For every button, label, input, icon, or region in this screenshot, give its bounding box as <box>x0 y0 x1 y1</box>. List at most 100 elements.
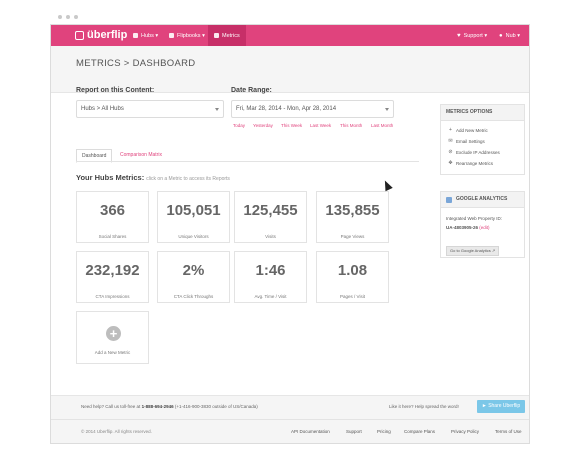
option-label: Rearrange Metrics <box>456 160 494 166</box>
heart-icon: ♥ <box>457 32 461 39</box>
metric-value: 2% <box>182 262 205 279</box>
metric-value: 105,051 <box>166 202 221 219</box>
window-dot <box>74 15 78 19</box>
footer-link-api-docs[interactable]: API Documentation <box>291 429 330 434</box>
window-dot <box>58 15 62 19</box>
app-frame: überflip Hubs ▾ Flipbooks ▾ Metrics ♥ Su… <box>50 24 530 444</box>
report-select-value: Hubs > All Hubs <box>81 106 124 112</box>
copyright: © 2014 Uberflip. All rights reserved. <box>81 429 152 434</box>
nav-user-label: Nub ▾ <box>505 32 521 39</box>
google-analytics-title: GOOGLE ANALYTICS <box>456 196 508 202</box>
metric-tile-page-views[interactable]: 135,855 Page Views <box>316 191 389 243</box>
footer-link-pricing[interactable]: Pricing <box>377 429 391 434</box>
breadcrumb: METRICS > DASHBOARD <box>76 58 196 69</box>
logo[interactable]: überflip <box>75 29 127 41</box>
help-suffix: (+1-416-900-3830 outside of US/Canada) <box>174 404 258 409</box>
footer-link-terms[interactable]: Terms of Use <box>495 429 522 434</box>
nav-hubs-label: Hubs ▾ <box>141 32 159 39</box>
option-rearrange-metrics[interactable]: ✥ Rearrange Metrics <box>448 160 493 166</box>
metric-tile-avg-time-visit[interactable]: 1:46 Avg. Time / Visit <box>234 251 307 303</box>
footer: Need help? Call us toll-free at 1-888-69… <box>51 395 529 443</box>
metric-tile-visits[interactable]: 125,455 Visits <box>234 191 307 243</box>
metric-value: 1:46 <box>255 262 286 279</box>
metric-label: Unique Visitors <box>178 234 209 239</box>
add-metric-label: Add a New Metric <box>94 350 131 355</box>
nav-support-label: Support ▾ <box>463 32 488 39</box>
metric-tile-unique-visitors[interactable]: 105,051 Unique Visitors <box>157 191 230 243</box>
option-email-settings[interactable]: ✉ Email Settings <box>448 138 484 144</box>
go-to-google-analytics-button[interactable]: Go to Google Analytics ↗ <box>446 246 500 256</box>
date-quick-this-month[interactable]: This Month <box>340 123 363 128</box>
footer-link-support[interactable]: Support <box>346 429 362 434</box>
nav-flipbooks[interactable]: Flipbooks ▾ <box>169 25 205 46</box>
metrics-heading-title: Your Hubs Metrics: <box>76 173 145 182</box>
external-link-icon: ↗ <box>491 248 496 253</box>
edit-property-link[interactable]: (edit) <box>479 225 490 230</box>
option-exclude-ip[interactable]: ⊘ Exclude IP Addresses <box>448 149 500 155</box>
plus-icon: + <box>449 127 452 133</box>
nav-metrics[interactable]: Metrics <box>208 25 246 46</box>
tab-dashboard[interactable]: Dashboard <box>76 149 113 163</box>
chevron-down-icon <box>215 108 219 111</box>
help-text: Need help? Call us toll-free at 1-888-69… <box>81 404 258 409</box>
date-range-select[interactable]: Fri, Mar 28, 2014 - Mon, Apr 28, 2014 <box>231 100 394 118</box>
date-quick-last-week[interactable]: Last Week <box>310 123 332 128</box>
help-phone: 1-888-694-2946 <box>141 404 174 409</box>
flipbooks-icon <box>169 33 174 38</box>
date-range-value: Fri, Mar 28, 2014 - Mon, Apr 28, 2014 <box>236 106 337 112</box>
nav-support[interactable]: ♥ Support ▾ <box>457 25 487 46</box>
add-metric-tile[interactable]: + Add a New Metric <box>76 311 149 364</box>
mouse-cursor-icon <box>381 178 393 192</box>
metric-label: Avg. Time / Visit <box>254 294 287 299</box>
share-button-label: Share Uberflip <box>488 403 521 409</box>
google-analytics-panel: GOOGLE ANALYTICS Integrated Web Property… <box>440 191 525 258</box>
metric-label: Page Views <box>340 234 365 239</box>
user-icon: ● <box>499 32 503 39</box>
option-label: Add New Metric <box>456 127 488 133</box>
date-quick-today[interactable]: Today <box>233 123 246 128</box>
share-uberflip-button[interactable]: ► Share Uberflip <box>477 400 525 413</box>
metric-value: 366 <box>99 202 126 219</box>
date-quick-this-week[interactable]: This Week <box>281 123 303 128</box>
option-add-new-metric[interactable]: + Add New Metric <box>448 127 488 133</box>
window-dot <box>66 15 70 19</box>
metric-tile-pages-visit[interactable]: 1.08 Pages / Visit <box>316 251 389 303</box>
property-id-row: UA-4803905-26 (edit) <box>446 225 490 230</box>
metric-label: CTA Impressions <box>95 294 130 299</box>
tab-divider <box>76 161 419 162</box>
date-range-label: Date Range: <box>231 87 272 94</box>
analytics-icon <box>446 196 452 203</box>
share-icon: ► <box>481 403 487 409</box>
move-icon: ✥ <box>448 160 453 166</box>
metric-value: 135,855 <box>325 202 380 219</box>
metric-value: 232,192 <box>85 262 140 279</box>
window-controls <box>58 15 78 19</box>
footer-link-compare-plans[interactable]: Compare Plans <box>404 429 436 434</box>
date-quick-yesterday[interactable]: Yesterday <box>253 123 273 128</box>
metric-value: 125,455 <box>243 202 298 219</box>
report-select[interactable]: Hubs > All Hubs <box>76 100 224 118</box>
property-id-value: UA-4803905-26 <box>446 225 479 230</box>
metrics-icon <box>214 33 219 38</box>
footer-divider <box>51 419 529 420</box>
property-id-label: Integrated Web Property ID: <box>446 216 502 221</box>
metrics-options-title: METRICS OPTIONS <box>441 105 524 121</box>
metric-label: Pages / Visit <box>340 294 365 299</box>
logo-text: überflip <box>87 29 128 41</box>
logo-icon <box>75 30 84 40</box>
footer-link-privacy[interactable]: Privacy Policy <box>451 429 480 434</box>
plus-circle-icon: + <box>106 326 121 341</box>
metric-tile-cta-impressions[interactable]: 232,192 CTA Impressions <box>76 251 149 303</box>
date-quick-last-month[interactable]: Last Month <box>371 123 394 128</box>
tab-comparison-matrix[interactable]: Comparison Matrix <box>120 152 162 158</box>
metric-label: Visits <box>265 234 276 239</box>
option-label: Exclude IP Addresses <box>456 149 500 155</box>
nav-hubs[interactable]: Hubs ▾ <box>133 25 158 46</box>
report-label: Report on this Content: <box>76 87 155 94</box>
nav-metrics-label: Metrics <box>222 32 240 39</box>
nav-user[interactable]: ● Nub ▾ <box>499 25 520 46</box>
google-analytics-header: GOOGLE ANALYTICS <box>441 192 524 208</box>
help-prefix: Need help? Call us toll-free at <box>81 404 141 409</box>
metric-tile-social-shares[interactable]: 366 Social Shares <box>76 191 149 243</box>
metric-tile-cta-click-throughs[interactable]: 2% CTA Click Throughs <box>157 251 230 303</box>
